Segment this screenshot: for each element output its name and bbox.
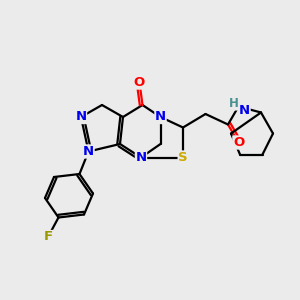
Text: N: N — [83, 145, 94, 158]
Text: N: N — [75, 110, 87, 124]
Text: N: N — [155, 110, 166, 124]
Text: N: N — [135, 151, 147, 164]
Text: O: O — [233, 136, 244, 149]
Text: H: H — [229, 97, 239, 110]
Text: O: O — [134, 76, 145, 89]
Text: N: N — [239, 104, 250, 118]
Text: F: F — [44, 230, 52, 244]
Text: S: S — [178, 151, 188, 164]
